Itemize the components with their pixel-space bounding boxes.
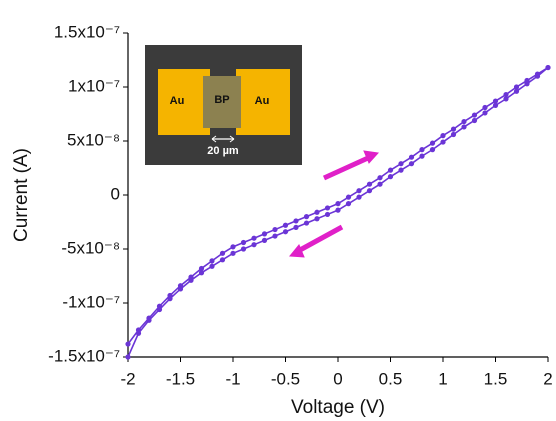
data-point	[346, 201, 351, 206]
data-point	[293, 225, 298, 230]
inset-label: 20 µm	[207, 145, 239, 157]
data-point	[283, 223, 288, 228]
y-tick-label: 1x10⁻⁷	[68, 76, 120, 95]
data-point	[430, 147, 435, 152]
data-point	[367, 182, 372, 187]
data-point	[419, 154, 424, 159]
data-point	[451, 132, 456, 137]
data-point	[388, 174, 393, 179]
y-tick-label: -1.5x10⁻⁷	[48, 346, 120, 365]
sweep-arrows	[290, 151, 378, 257]
data-point	[377, 175, 382, 180]
arrow	[324, 158, 368, 178]
data-point	[335, 201, 340, 206]
data-point	[199, 270, 204, 275]
data-point	[356, 195, 361, 200]
data-point	[367, 188, 372, 193]
x-tick-label: 0.5	[379, 369, 403, 388]
data-point	[535, 74, 540, 79]
data-point	[545, 65, 550, 70]
inset-label: Au	[170, 95, 185, 107]
data-point	[503, 96, 508, 101]
data-point	[377, 182, 382, 187]
data-point	[461, 119, 466, 124]
y-tick-label: 0	[111, 184, 120, 203]
data-point	[472, 118, 477, 123]
data-point	[451, 127, 456, 132]
data-point	[293, 218, 298, 223]
data-point	[398, 161, 403, 166]
inset-label: Au	[255, 95, 270, 107]
data-point	[136, 331, 141, 336]
x-tick-label: -1	[225, 369, 240, 388]
y-tick-label: 5x10⁻⁸	[67, 130, 120, 149]
data-point	[262, 238, 267, 243]
data-point	[388, 168, 393, 173]
x-tick-label: -0.5	[271, 369, 300, 388]
data-point	[283, 229, 288, 234]
data-point	[230, 251, 235, 256]
data-point	[482, 110, 487, 115]
data-point	[251, 236, 256, 241]
data-point	[398, 168, 403, 173]
data-point	[220, 251, 225, 256]
data-point	[409, 161, 414, 166]
x-tick-label: 0	[333, 369, 342, 388]
data-point	[178, 286, 183, 291]
data-point	[482, 105, 487, 110]
data-point	[146, 318, 151, 323]
data-point	[209, 258, 214, 263]
data-point	[409, 155, 414, 160]
data-point	[461, 124, 466, 129]
data-point	[125, 354, 130, 359]
data-point	[493, 103, 498, 108]
data-point	[188, 278, 193, 283]
data-point	[241, 240, 246, 245]
data-point	[304, 220, 309, 225]
data-point	[241, 246, 246, 251]
x-tick-label: -2	[120, 369, 135, 388]
data-point	[157, 307, 162, 312]
data-point	[262, 231, 267, 236]
data-point	[346, 195, 351, 200]
data-point	[440, 133, 445, 138]
data-point	[220, 257, 225, 262]
data-point	[167, 296, 172, 301]
data-point	[314, 210, 319, 215]
data-point	[125, 341, 130, 346]
data-point	[209, 264, 214, 269]
data-point	[430, 141, 435, 146]
x-tick-label: 1	[438, 369, 447, 388]
data-point	[440, 139, 445, 144]
data-point	[251, 242, 256, 247]
inset-label: BP	[214, 94, 229, 106]
y-tick-label: -1x10⁻⁷	[62, 292, 120, 311]
data-point	[325, 212, 330, 217]
data-point	[356, 188, 361, 193]
data-point	[304, 214, 309, 219]
data-point	[230, 244, 235, 249]
data-point	[335, 208, 340, 213]
data-point	[314, 216, 319, 221]
data-point	[325, 205, 330, 210]
arrow	[300, 227, 342, 250]
chart: Voltage (V) Current (A) Au BP Au 20 µm -…	[0, 0, 556, 421]
y-tick-label: 1.5x10⁻⁷	[54, 22, 120, 41]
data-point	[272, 233, 277, 238]
x-axis-label: Voltage (V)	[291, 397, 385, 418]
data-point	[524, 81, 529, 86]
y-axis-label: Current (A)	[11, 148, 32, 242]
inset: Au BP Au 20 µm	[145, 45, 302, 165]
data-point	[419, 147, 424, 152]
x-tick-label: 2	[543, 369, 552, 388]
data-point	[272, 227, 277, 232]
data-point	[514, 89, 519, 94]
x-tick-label: 1.5	[484, 369, 508, 388]
y-tick-label: -5x10⁻⁸	[61, 238, 120, 257]
x-tick-label: -1.5	[166, 369, 195, 388]
data-point	[472, 112, 477, 117]
